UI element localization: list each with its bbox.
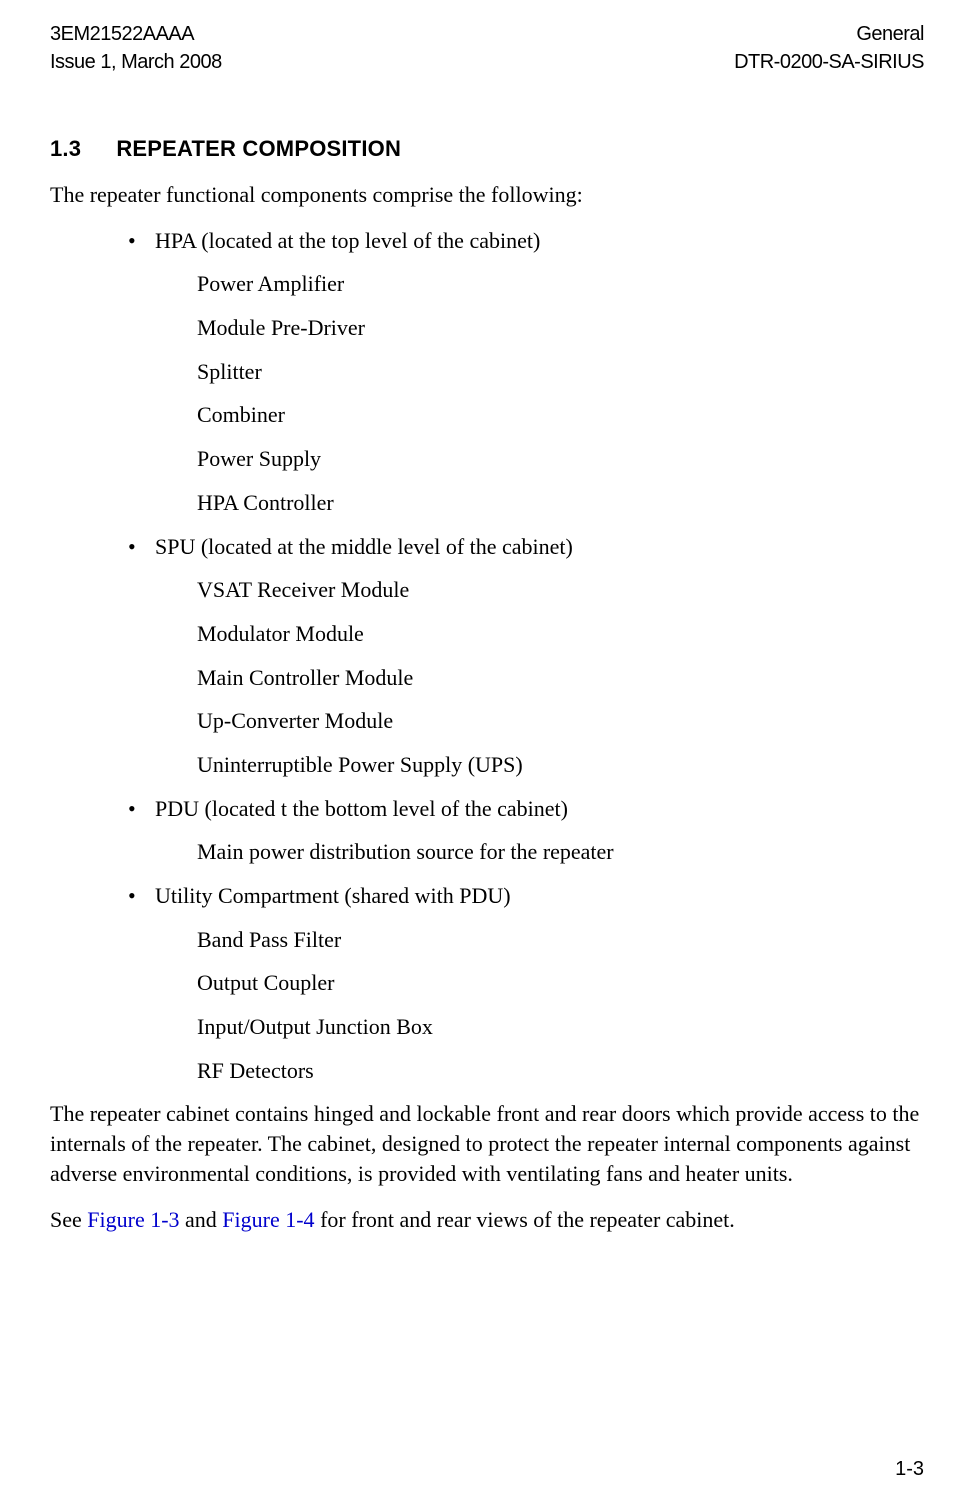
- sub-list: Power Amplifier Module Pre-Driver Splitt…: [155, 269, 924, 517]
- sub-item: Main Controller Module: [155, 663, 924, 693]
- section-heading: 1.3 REPEATER COMPOSITION: [50, 136, 924, 162]
- bullet-label: Utility Compartment (shared with PDU): [155, 883, 511, 908]
- section-number: 1.3: [50, 136, 110, 162]
- sub-item: Up-Converter Module: [155, 706, 924, 736]
- text-frag: for front and rear views of the repeater…: [315, 1207, 735, 1232]
- sub-list: Main power distribution source for the r…: [155, 837, 924, 867]
- sub-item: Uninterruptible Power Supply (UPS): [155, 750, 924, 780]
- sub-item: Band Pass Filter: [155, 925, 924, 955]
- sub-list: VSAT Receiver Module Modulator Module Ma…: [155, 575, 924, 779]
- doc-id: 3EM21522AAAA: [50, 20, 222, 48]
- doc-category: General: [734, 20, 924, 48]
- list-item: Utility Compartment (shared with PDU) Ba…: [50, 881, 924, 1085]
- figure-link[interactable]: Figure 1-3: [87, 1207, 179, 1232]
- sub-list: Band Pass Filter Output Coupler Input/Ou…: [155, 925, 924, 1086]
- text-frag: See: [50, 1207, 87, 1232]
- sub-item: RF Detectors: [155, 1056, 924, 1086]
- text-frag: and: [180, 1207, 223, 1232]
- sub-item: Splitter: [155, 357, 924, 387]
- bullet-label: SPU (located at the middle level of the …: [155, 534, 573, 559]
- sub-item: Modulator Module: [155, 619, 924, 649]
- sub-item: Input/Output Junction Box: [155, 1012, 924, 1042]
- intro-text: The repeater functional components compr…: [50, 180, 924, 210]
- sub-item: Combiner: [155, 400, 924, 430]
- sub-item: Output Coupler: [155, 968, 924, 998]
- list-item: HPA (located at the top level of the cab…: [50, 226, 924, 518]
- sub-item: HPA Controller: [155, 488, 924, 518]
- page-header: 3EM21522AAAA Issue 1, March 2008 General…: [50, 20, 924, 76]
- sub-item: VSAT Receiver Module: [155, 575, 924, 605]
- figure-reference-paragraph: See Figure 1-3 and Figure 1-4 for front …: [50, 1205, 924, 1235]
- sub-item: Module Pre-Driver: [155, 313, 924, 343]
- cabinet-paragraph: The repeater cabinet contains hinged and…: [50, 1099, 924, 1188]
- doc-code: DTR-0200-SA-SIRIUS: [734, 48, 924, 76]
- list-item: PDU (located t the bottom level of the c…: [50, 794, 924, 867]
- component-list: HPA (located at the top level of the cab…: [50, 226, 924, 1086]
- header-right: General DTR-0200-SA-SIRIUS: [734, 20, 924, 76]
- header-left: 3EM21522AAAA Issue 1, March 2008: [50, 20, 222, 76]
- list-item: SPU (located at the middle level of the …: [50, 532, 924, 780]
- sub-item: Power Amplifier: [155, 269, 924, 299]
- sub-item: Power Supply: [155, 444, 924, 474]
- sub-item: Main power distribution source for the r…: [155, 837, 924, 867]
- section-title: REPEATER COMPOSITION: [116, 136, 401, 161]
- page-number: 1-3: [895, 1458, 924, 1481]
- bullet-label: PDU (located t the bottom level of the c…: [155, 796, 568, 821]
- doc-issue: Issue 1, March 2008: [50, 48, 222, 76]
- figure-link[interactable]: Figure 1-4: [222, 1207, 314, 1232]
- bullet-label: HPA (located at the top level of the cab…: [155, 228, 540, 253]
